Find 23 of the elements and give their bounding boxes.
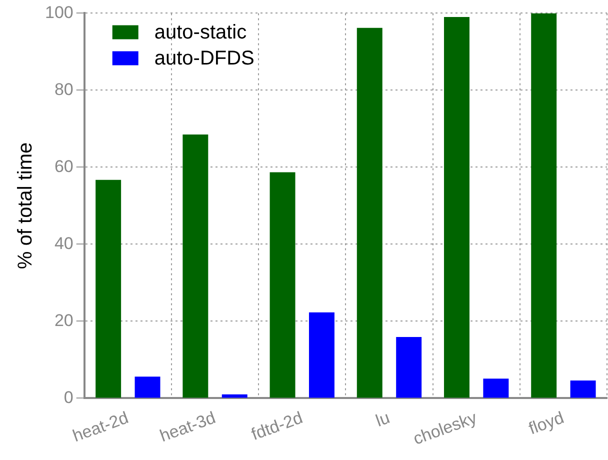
- bar: [444, 17, 470, 398]
- bar: [531, 13, 557, 398]
- legend-label: auto-static: [154, 22, 247, 44]
- x-tick-label: lu: [373, 408, 392, 430]
- legend-label: auto-DFDS: [154, 48, 254, 70]
- bar: [483, 378, 509, 398]
- y-tick-label: 100: [44, 2, 74, 22]
- x-tick-label: floyd: [526, 408, 566, 438]
- y-tick-label: 60: [54, 156, 74, 176]
- y-tick-label: 80: [54, 80, 74, 99]
- bar: [356, 28, 382, 398]
- bar: [308, 312, 334, 398]
- bar: [396, 336, 422, 398]
- bar: [96, 180, 122, 398]
- bar: [134, 376, 160, 398]
- y-axis-title: % of total time: [14, 142, 37, 270]
- bar: [270, 172, 296, 398]
- y-tick-label: 0: [64, 388, 74, 407]
- bar: [570, 380, 596, 398]
- y-tick-label: 20: [54, 310, 74, 330]
- y-tick-label: 40: [54, 234, 74, 253]
- bar: [182, 134, 208, 398]
- bar: [222, 394, 248, 398]
